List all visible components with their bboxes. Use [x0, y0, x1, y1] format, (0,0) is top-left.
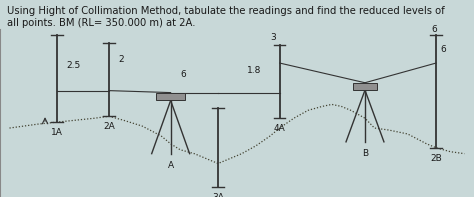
- Text: Using Hight of Collimation Method, tabulate the readings and find the reduced le: Using Hight of Collimation Method, tabul…: [7, 6, 445, 16]
- Text: 3A: 3A: [212, 193, 224, 197]
- Text: 2.5: 2.5: [66, 60, 81, 70]
- Text: 1A: 1A: [51, 128, 63, 137]
- Text: 6: 6: [441, 45, 447, 54]
- Text: 2A: 2A: [103, 122, 115, 131]
- Text: 6: 6: [431, 25, 437, 34]
- Text: 3: 3: [270, 33, 276, 42]
- Text: 4A: 4A: [274, 124, 285, 133]
- Text: 1.8: 1.8: [246, 66, 261, 75]
- Text: A: A: [168, 161, 173, 170]
- Bar: [156, 93, 185, 100]
- Text: 2B: 2B: [430, 154, 442, 163]
- Text: B: B: [362, 149, 368, 158]
- Text: 6: 6: [180, 70, 186, 79]
- Text: all points. BM (RL= 350.000 m) at 2A.: all points. BM (RL= 350.000 m) at 2A.: [7, 18, 196, 28]
- Text: 2: 2: [118, 55, 124, 64]
- Bar: [353, 83, 377, 90]
